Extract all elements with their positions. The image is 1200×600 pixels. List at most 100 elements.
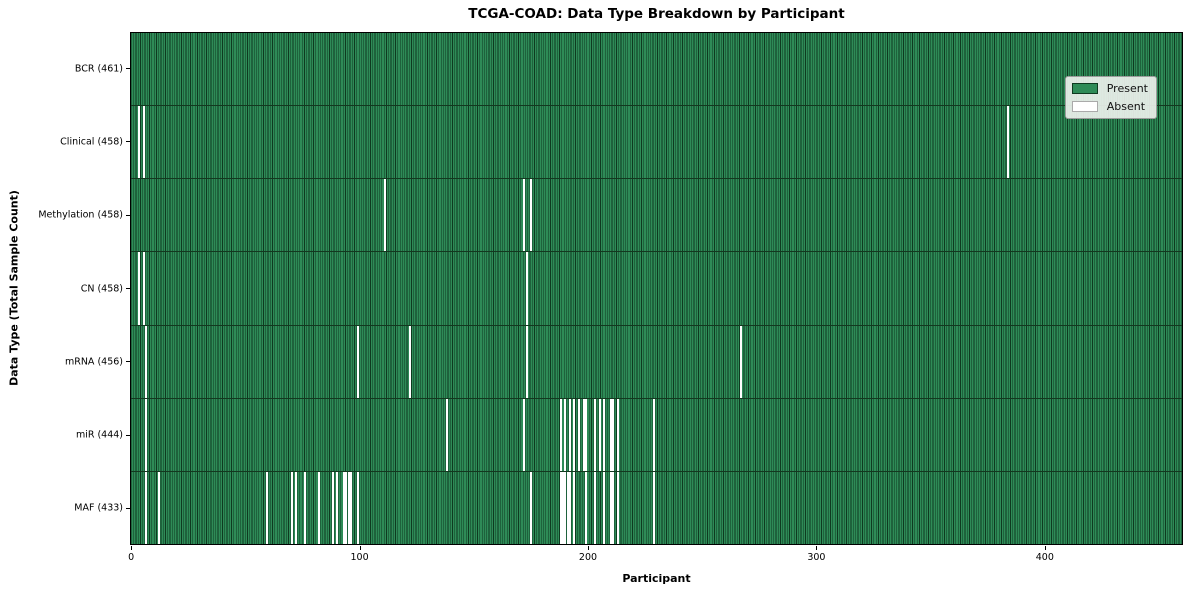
absent-bar (603, 471, 606, 544)
absent-bar (523, 398, 526, 471)
absent-bar (409, 325, 412, 398)
absent-bar (343, 471, 346, 544)
y-tick-mark (126, 507, 130, 509)
absent-bar (350, 471, 352, 544)
absent-bar (584, 471, 587, 544)
absent-bar (158, 471, 161, 544)
absent-bar (142, 106, 145, 179)
absent-bar (739, 325, 742, 398)
y-tick-labels: BCR (461) Clinical (458) Methylation (458)… (0, 32, 123, 545)
heatmap-row-BCR (131, 33, 1182, 107)
absent-bar (616, 398, 619, 471)
heatmap-row-MAF (131, 471, 1182, 544)
absent-bar (584, 398, 587, 471)
absent-bar (1006, 106, 1009, 179)
y-tick-label-mRNA: mRNA (456) (64, 356, 123, 368)
absent-bar (347, 471, 350, 544)
y-tick-mark (126, 288, 130, 289)
x-tick-label: 100 (350, 552, 369, 563)
x-tick-label: 400 (1035, 552, 1054, 563)
absent-bar (525, 325, 528, 398)
absent-bar (577, 398, 580, 471)
x-tick-area: 0 100 200 300 400 (128, 545, 1183, 575)
y-tick-mark (126, 361, 130, 363)
absent-bar (566, 471, 569, 544)
plot-rows (131, 33, 1182, 544)
x-tick-label: 200 (578, 552, 598, 563)
absent-swatch-icon (1071, 101, 1098, 112)
heatmap-row-Methylation (131, 179, 1182, 253)
absent-bar (568, 398, 571, 471)
absent-bar (523, 179, 526, 252)
absent-bar (345, 471, 348, 544)
absent-bar (356, 325, 359, 398)
y-tick-label-Methylation: Methylation (458) (38, 209, 123, 221)
absent-bar (573, 471, 576, 544)
plot-area: Present Absent (130, 32, 1183, 545)
absent-bar (562, 471, 565, 544)
absent-bar (142, 252, 145, 325)
absent-bar (598, 398, 601, 471)
heatmap-row-CN (131, 252, 1182, 326)
absent-bar (356, 471, 359, 544)
x-tick-mark (359, 546, 361, 550)
y-tick-mark (126, 214, 130, 216)
y-tick-mark (126, 141, 130, 143)
absent-bar (384, 179, 387, 252)
absent-bar (137, 106, 140, 179)
x-axis-title: Participant (622, 572, 691, 585)
x-tick-mark (587, 546, 589, 550)
y-tick-mark (126, 434, 130, 436)
y-tick-marks (126, 32, 130, 545)
absent-bar (295, 471, 298, 544)
y-tick-label-Clinical: Clinical (458) (60, 136, 123, 148)
absent-bar (616, 471, 619, 544)
legend-entry-absent: Absent (1071, 100, 1148, 113)
heatmap-row-mRNA (131, 325, 1182, 399)
y-tick-mark (126, 68, 130, 70)
y-tick-label-CN: CN (458) (80, 283, 123, 294)
present-swatch-icon (1071, 83, 1098, 94)
absent-bar (612, 471, 615, 544)
absent-bar (290, 471, 293, 544)
absent-bar (573, 398, 576, 471)
absent-bar (609, 398, 612, 471)
absent-bar (144, 325, 147, 398)
absent-bar (559, 471, 562, 544)
absent-bar (265, 471, 268, 544)
absent-bar (144, 398, 147, 471)
absent-bar (582, 398, 585, 471)
absent-bar (137, 252, 140, 325)
absent-bar (612, 398, 615, 471)
heatmap-row-miR (131, 398, 1182, 472)
absent-bar (530, 471, 533, 544)
absent-bar (593, 471, 596, 544)
x-tick-label: 0 (128, 552, 135, 563)
absent-bar (144, 471, 147, 544)
absent-bar (609, 471, 612, 544)
absent-bar (530, 179, 533, 252)
absent-bar (568, 471, 571, 544)
x-tick-mark (131, 546, 133, 550)
legend: Present Absent (1064, 76, 1157, 119)
absent-bar (603, 398, 606, 471)
absent-bar (304, 471, 307, 544)
absent-bar (653, 398, 656, 471)
y-tick-label-BCR: BCR (461) (74, 63, 123, 75)
chart-title: TCGA-COAD: Data Type Breakdown by Partic… (468, 6, 845, 22)
x-tick-mark (816, 546, 818, 550)
y-tick-label-MAF: MAF (433) (74, 502, 123, 514)
absent-bar (445, 398, 448, 471)
absent-bar (331, 471, 334, 544)
legend-label-absent: Absent (1106, 100, 1146, 113)
x-tick-label: 300 (807, 552, 826, 563)
absent-bar (318, 471, 321, 544)
y-tick-label-miR: miR (444) (75, 429, 123, 441)
absent-bar (564, 398, 567, 471)
legend-entry-present: Present (1071, 82, 1148, 95)
x-tick-mark (1044, 546, 1046, 550)
legend-label-present: Present (1106, 82, 1148, 95)
absent-bar (653, 471, 656, 544)
absent-bar (525, 252, 528, 325)
absent-bar (593, 398, 596, 471)
